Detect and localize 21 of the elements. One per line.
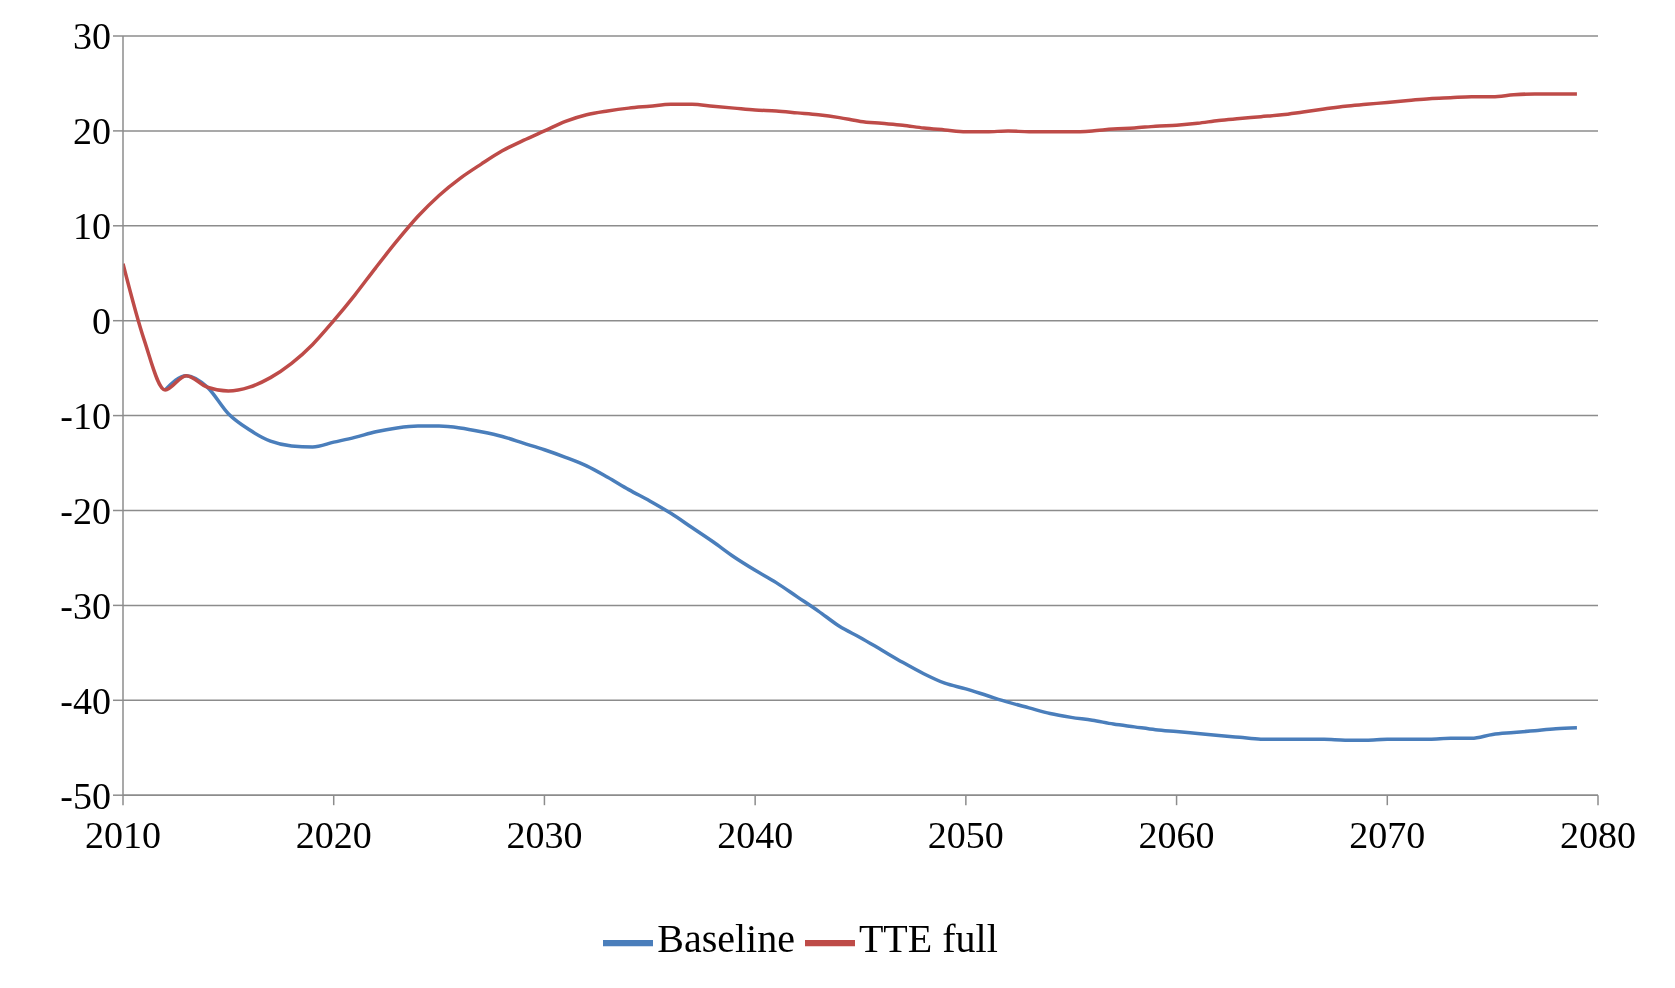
legend-label: TTE full (858, 916, 998, 962)
y-tick-label: -40 (60, 679, 111, 722)
line-series (123, 92, 1579, 393)
y-tick-label: 20 (73, 110, 111, 153)
x-tick-label: 2050 (927, 814, 1004, 857)
x-tick-label: 2070 (1349, 814, 1426, 857)
y-tick-label: -20 (60, 489, 111, 532)
x-tick-label: 2080 (1560, 814, 1636, 857)
x-tick-label: 2060 (1138, 814, 1215, 857)
x-tick-label: 2040 (717, 814, 794, 857)
legend-label: Baseline (657, 916, 795, 962)
y-tick-label: -10 (60, 395, 111, 438)
x-tick-label: 2010 (85, 814, 161, 857)
y-tick-label: 0 (92, 300, 111, 343)
y-tick-label: -50 (60, 774, 111, 817)
y-tick-label: -30 (60, 584, 111, 627)
y-tick-label: 10 (73, 205, 111, 248)
x-tick-label: 2020 (295, 814, 372, 857)
y-tick-label: 30 (73, 15, 111, 58)
line-series (163, 373, 1579, 742)
x-tick-label: 2030 (506, 814, 583, 857)
